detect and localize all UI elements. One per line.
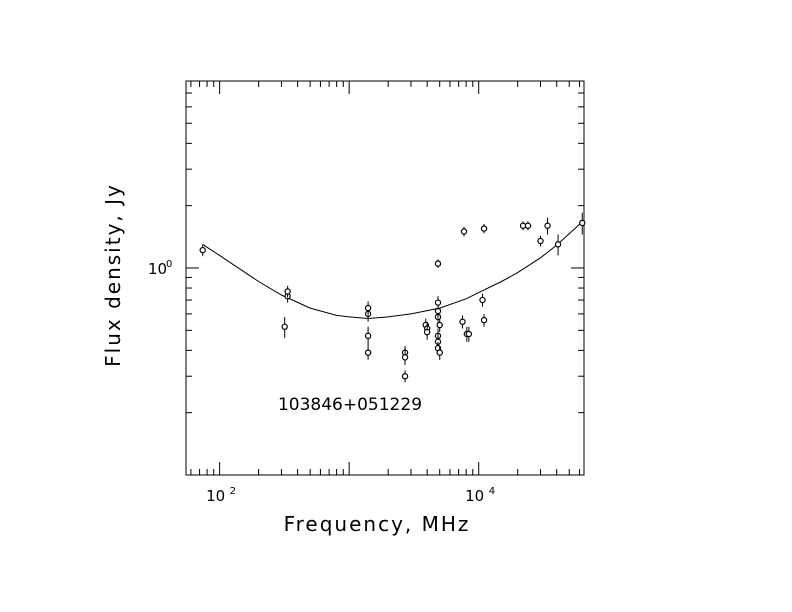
data-point	[537, 237, 544, 245]
x-tick-label-exponent: 2	[230, 486, 236, 497]
data-point	[434, 260, 442, 267]
x-axis-label: Frequency, MHz	[284, 512, 471, 536]
major-ticks	[186, 81, 584, 476]
data-point	[364, 332, 372, 340]
data-point	[281, 323, 288, 330]
data-point	[479, 296, 486, 304]
data-point	[401, 373, 409, 380]
data-point	[364, 349, 372, 356]
data-point	[436, 321, 443, 329]
data-point	[524, 222, 532, 229]
data-point	[434, 299, 442, 306]
data-point	[544, 222, 551, 229]
y-tick-label-exponent: 0	[166, 259, 172, 270]
fit-curve	[202, 221, 583, 320]
minor-ticks	[186, 80, 584, 475]
source-name-annotation: 103846+051229	[278, 395, 422, 415]
x-tick-label-exponent: 4	[489, 486, 495, 497]
data-point	[284, 288, 291, 295]
data-point	[480, 316, 488, 324]
data-point	[480, 225, 488, 232]
x-tick-label: 10	[465, 487, 484, 505]
data-point	[401, 354, 409, 361]
x-tick-label: 10	[206, 487, 225, 505]
data-point	[465, 330, 473, 338]
data-point	[199, 246, 206, 254]
y-axis-label: Flux density, Jy	[101, 183, 125, 367]
data-point	[436, 349, 443, 356]
data-point	[579, 219, 586, 227]
data-points	[199, 212, 586, 383]
data-point	[554, 241, 562, 248]
y-tick-label: 10	[148, 260, 167, 278]
data-point	[423, 328, 431, 336]
data-point	[364, 304, 372, 312]
plot-frame	[185, 80, 585, 476]
data-point	[460, 228, 468, 235]
data-point	[459, 318, 466, 325]
